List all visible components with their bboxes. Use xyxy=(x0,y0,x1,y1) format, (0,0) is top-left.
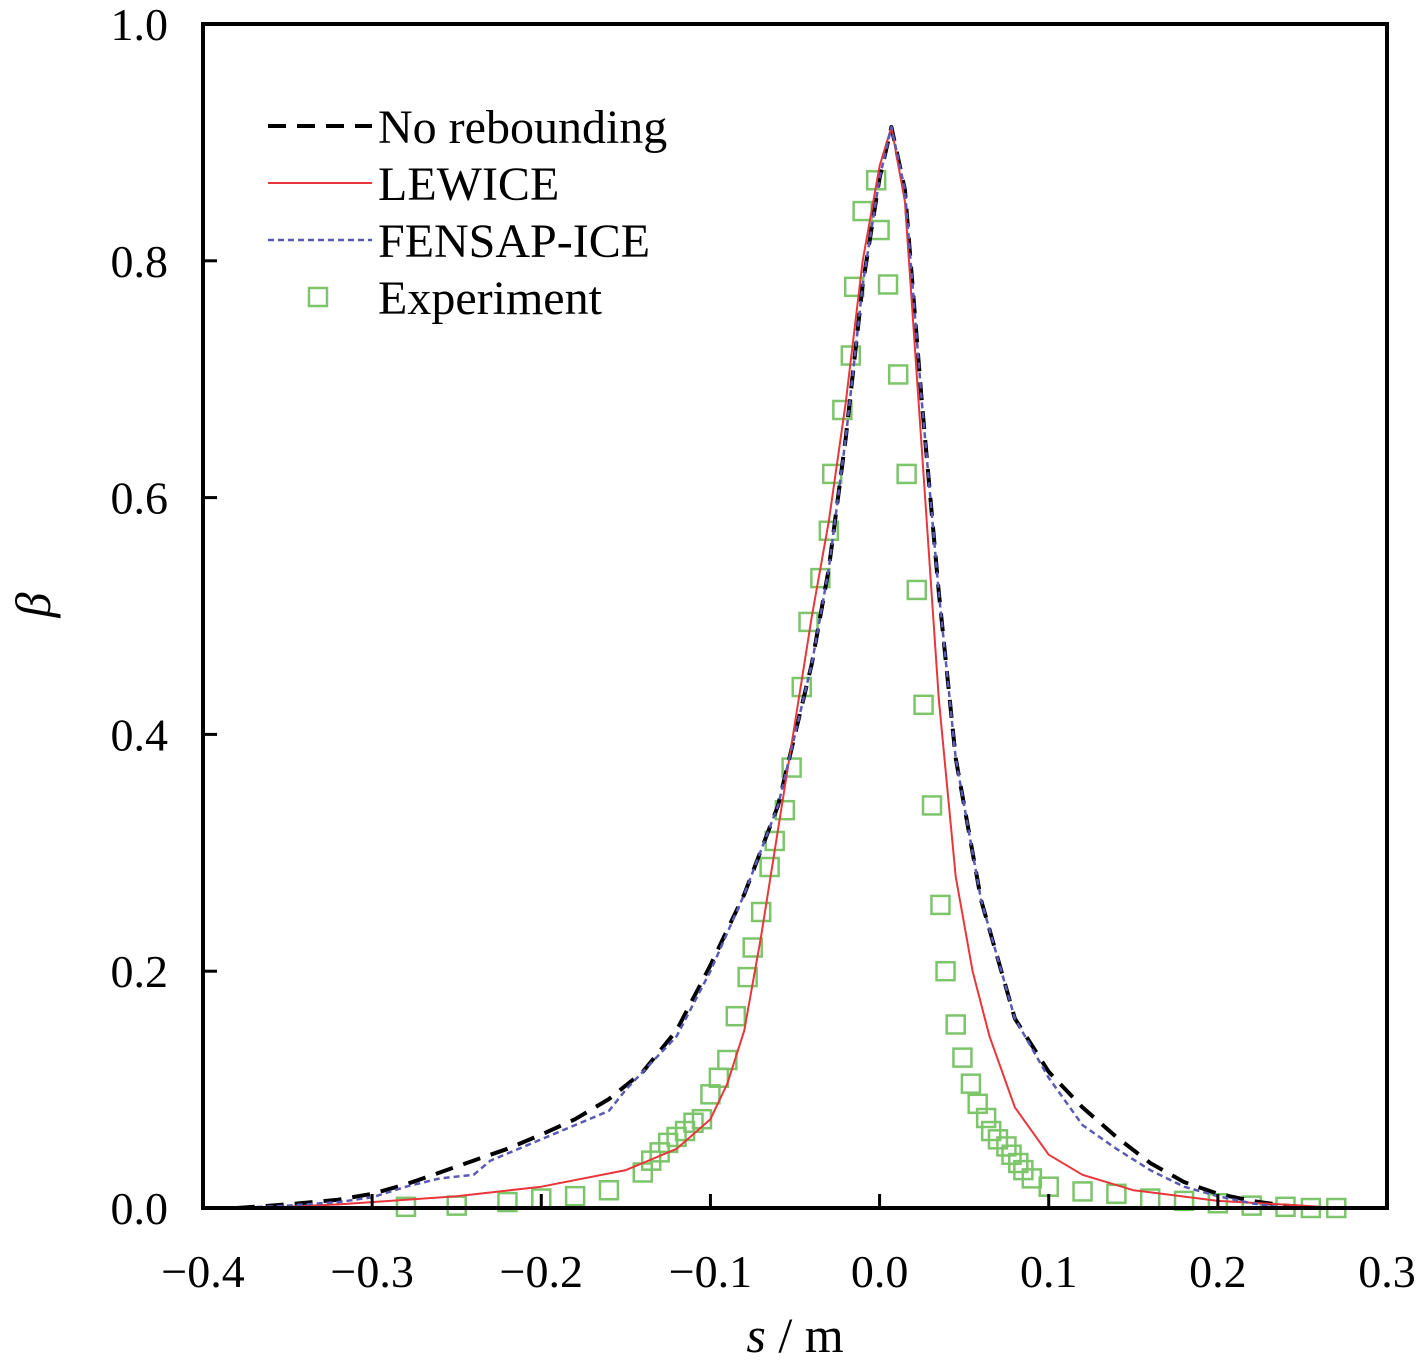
x-tick-label: −0.2 xyxy=(500,1246,583,1297)
data-point xyxy=(781,757,802,778)
y-tick-label: 1.0 xyxy=(111,0,169,50)
data-point xyxy=(750,901,772,923)
data-point xyxy=(759,856,780,878)
legend-label: LEWICE xyxy=(378,158,559,211)
y-tick-label: 0.4 xyxy=(111,709,169,760)
data-point xyxy=(877,274,899,295)
x-axis-unit: / m xyxy=(766,1307,844,1362)
data-point xyxy=(742,937,763,958)
data-point xyxy=(700,1084,721,1105)
data-point xyxy=(952,1047,973,1068)
y-tick-label: 0.8 xyxy=(111,236,169,287)
data-point xyxy=(798,611,819,633)
y-tick-label: 0.6 xyxy=(111,473,169,524)
legend-item-no-rebounding: No rebounding xyxy=(268,101,667,154)
data-point xyxy=(935,960,956,982)
data-point xyxy=(852,200,873,222)
data-point xyxy=(913,694,934,716)
data-point xyxy=(821,463,843,485)
data-point xyxy=(930,894,951,916)
legend-swatch xyxy=(307,286,329,308)
x-tick-label: 0.3 xyxy=(1358,1246,1416,1297)
data-point xyxy=(921,795,943,816)
x-tick-label: 0.0 xyxy=(851,1246,909,1297)
data-point xyxy=(975,1107,997,1129)
legend-item-experiment: Experiment xyxy=(307,272,603,325)
data-point xyxy=(564,1185,586,1207)
x-tick-label: −0.3 xyxy=(330,1246,413,1297)
y-tick-label: 0.2 xyxy=(111,946,169,997)
data-point xyxy=(945,1014,966,1035)
x-axis-title: s / m xyxy=(746,1307,843,1362)
series-line-no-rebounding xyxy=(236,125,1320,1210)
data-point xyxy=(832,399,853,421)
data-point xyxy=(725,1005,747,1027)
data-point xyxy=(1008,1152,1029,1174)
x-tick-label: 0.1 xyxy=(1020,1246,1078,1297)
data-point xyxy=(887,364,909,385)
x-axis-symbol: s xyxy=(746,1307,765,1362)
data-point xyxy=(896,463,917,485)
x-tick-label: 0.2 xyxy=(1189,1246,1247,1297)
series-line-fensap-ice xyxy=(236,125,1286,1210)
legend-label: FENSAP-ICE xyxy=(378,215,650,268)
legend-item-fensap-ice: FENSAP-ICE xyxy=(268,215,650,268)
data-point xyxy=(1241,1195,1262,1216)
plot-frame xyxy=(201,22,1389,1210)
series-experiment xyxy=(395,170,1347,1219)
data-point xyxy=(1038,1176,1059,1197)
legend-label: No rebounding xyxy=(378,101,667,154)
data-point xyxy=(497,1191,518,1213)
y-axis-title: β xyxy=(5,592,61,618)
tick-layer: −0.4 −0.3 −0.2 −0.1 0.0 0.1 0.2 0.3 0.0 0.2 0.4 0.6… xyxy=(111,0,1416,1297)
x-tick-label: −0.4 xyxy=(161,1246,244,1297)
legend-label: Experiment xyxy=(378,272,603,325)
data-point xyxy=(906,579,928,601)
data-point xyxy=(1072,1181,1093,1202)
data-point xyxy=(960,1073,982,1094)
data-point xyxy=(737,966,758,988)
plot-layer xyxy=(236,125,1347,1219)
data-point xyxy=(446,1195,467,1216)
y-tick-label: 0.0 xyxy=(111,1183,169,1234)
x-tick-label: −0.1 xyxy=(669,1246,752,1297)
data-point xyxy=(708,1067,730,1089)
series-line-lewice xyxy=(236,126,1337,1209)
data-point xyxy=(598,1179,620,1201)
legend-item-lewice: LEWICE xyxy=(268,158,559,211)
